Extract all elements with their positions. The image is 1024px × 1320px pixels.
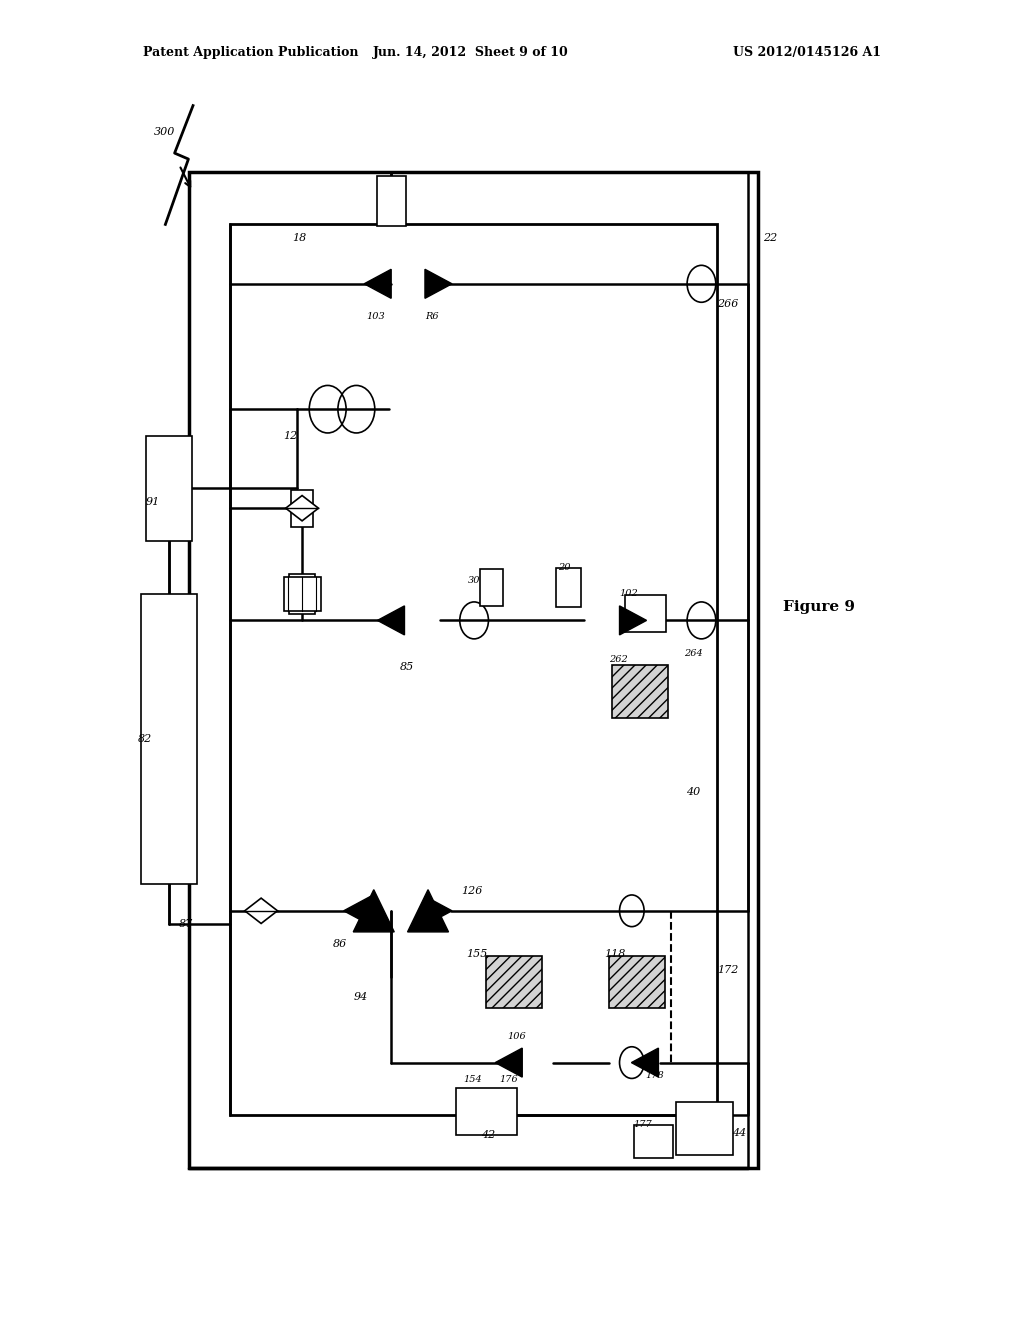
Text: 102: 102 xyxy=(620,590,638,598)
Text: 106: 106 xyxy=(507,1032,525,1040)
Text: 87: 87 xyxy=(179,919,194,929)
Text: 30: 30 xyxy=(468,577,480,585)
Text: 12: 12 xyxy=(284,430,298,441)
Bar xyxy=(289,574,315,614)
Bar xyxy=(608,956,666,1008)
Polygon shape xyxy=(245,898,278,924)
Text: 264: 264 xyxy=(684,649,702,657)
Text: 94: 94 xyxy=(353,991,368,1002)
Polygon shape xyxy=(425,896,452,925)
Text: 42: 42 xyxy=(481,1130,496,1140)
Text: Figure 9: Figure 9 xyxy=(783,601,855,614)
Bar xyxy=(230,224,717,1115)
Bar xyxy=(634,1125,673,1159)
Text: 22: 22 xyxy=(763,232,777,243)
Polygon shape xyxy=(632,1048,658,1077)
Polygon shape xyxy=(496,1048,522,1077)
Text: 155: 155 xyxy=(466,949,487,960)
Bar xyxy=(146,436,193,541)
Bar xyxy=(676,1102,733,1155)
Polygon shape xyxy=(425,269,452,298)
Polygon shape xyxy=(286,495,318,521)
Polygon shape xyxy=(365,269,391,298)
Bar xyxy=(612,665,669,718)
Bar xyxy=(556,568,582,607)
Bar xyxy=(480,569,503,606)
Polygon shape xyxy=(408,890,449,932)
Text: 262: 262 xyxy=(609,656,628,664)
Text: US 2012/0145126 A1: US 2012/0145126 A1 xyxy=(732,46,881,59)
Bar xyxy=(485,956,543,1008)
Text: 300: 300 xyxy=(154,127,175,137)
Text: 176: 176 xyxy=(500,1076,518,1084)
Text: R6: R6 xyxy=(425,313,438,321)
Bar xyxy=(291,490,313,527)
Text: 103: 103 xyxy=(367,313,385,321)
Text: 178: 178 xyxy=(645,1072,664,1080)
Text: 177: 177 xyxy=(633,1121,651,1129)
Bar xyxy=(141,594,197,884)
Text: 18: 18 xyxy=(292,232,306,243)
Polygon shape xyxy=(353,890,394,932)
Text: 44: 44 xyxy=(732,1127,746,1138)
Text: 172: 172 xyxy=(717,965,738,975)
Text: 86: 86 xyxy=(333,939,347,949)
Text: 82: 82 xyxy=(138,734,153,744)
Text: Patent Application Publication: Patent Application Publication xyxy=(143,46,358,59)
Text: 266: 266 xyxy=(717,298,738,309)
Text: 40: 40 xyxy=(686,787,700,797)
Polygon shape xyxy=(378,606,404,635)
Bar xyxy=(456,1088,517,1134)
Bar xyxy=(284,577,321,611)
Bar xyxy=(625,595,666,632)
Polygon shape xyxy=(344,896,371,925)
Text: 118: 118 xyxy=(604,949,626,960)
Text: 91: 91 xyxy=(145,496,160,507)
Text: 85: 85 xyxy=(399,661,414,672)
Bar xyxy=(189,172,758,1168)
Polygon shape xyxy=(620,606,646,635)
Bar xyxy=(377,176,406,226)
Text: 154: 154 xyxy=(463,1076,481,1084)
Text: Jun. 14, 2012  Sheet 9 of 10: Jun. 14, 2012 Sheet 9 of 10 xyxy=(373,46,569,59)
Text: 126: 126 xyxy=(461,886,482,896)
Text: 20: 20 xyxy=(558,564,570,572)
